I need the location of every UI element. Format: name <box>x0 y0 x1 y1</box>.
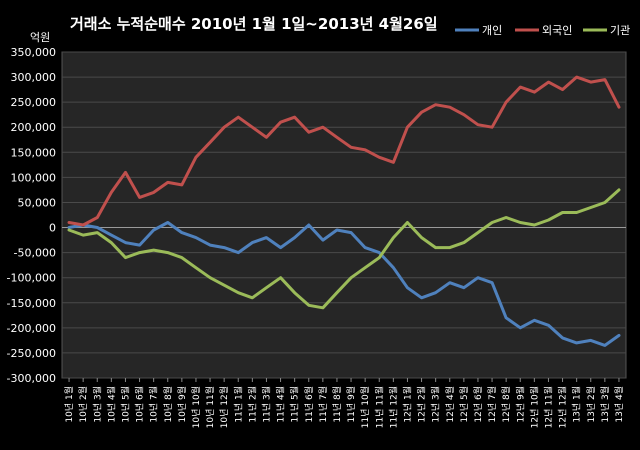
x-tick-label: 12년 11월 <box>542 386 554 428</box>
y-tick-label: 50,000 <box>18 196 57 209</box>
x-tick-label: 12년 3월 <box>430 386 442 423</box>
series-line-2 <box>67 188 621 310</box>
x-tick-label: 10년 2월 <box>77 386 89 423</box>
y-tick-label: 0 <box>49 222 56 235</box>
y-tick-label: -100,000 <box>7 272 56 285</box>
y-tick-label: 150,000 <box>11 146 57 159</box>
x-tick-label: 13년 1월 <box>571 386 583 423</box>
x-tick-label: 10년 11월 <box>204 386 216 428</box>
legend: 개인 외국인 기관 <box>455 24 630 37</box>
x-tick-label: 10년 1월 <box>63 386 75 423</box>
y-tick-label: 200,000 <box>11 121 57 134</box>
x-tick-label: 12년 5월 <box>458 386 470 423</box>
x-tick-label: 12년 8월 <box>500 386 512 423</box>
x-tick-label: 11년 12월 <box>387 386 399 428</box>
x-tick-label: 12년 6월 <box>472 386 484 423</box>
x-tick-label: 11년 3월 <box>260 386 272 423</box>
x-tick-label: 12년 9월 <box>514 386 526 423</box>
x-tick-label: 12년 4월 <box>444 386 456 423</box>
x-tick-label: 12년 2월 <box>416 386 428 423</box>
x-tick-label: 11년 11월 <box>373 386 385 428</box>
x-tick-label: 10년 7월 <box>148 386 160 423</box>
x-tick-label: 10년 10월 <box>190 386 202 428</box>
y-tick-label: 250,000 <box>11 96 57 109</box>
x-tick-label: 12년 1월 <box>401 386 413 423</box>
y-tick-label: 100,000 <box>11 171 57 184</box>
x-tick-label: 11년 7월 <box>317 386 329 423</box>
x-tick-label: 10년 12월 <box>218 386 230 428</box>
legend-label: 기관 <box>610 24 630 37</box>
x-tick-label: 11년 6월 <box>303 386 315 423</box>
x-tick-label: 13년 3월 <box>599 386 611 423</box>
y-tick-label: -300,000 <box>7 372 56 385</box>
legend-label: 외국인 <box>542 24 572 37</box>
y-tick-label: -200,000 <box>7 322 56 335</box>
x-tick-label: 12년 12월 <box>557 386 569 428</box>
x-tick-label: 12년 7월 <box>486 386 498 423</box>
x-tick-label: 10년 6월 <box>134 386 146 423</box>
y-tick-label: -250,000 <box>7 347 56 360</box>
grid-lines <box>62 51 626 379</box>
x-tick-label: 11년 4월 <box>275 386 287 423</box>
unit-label: 억원 <box>30 31 50 44</box>
plot-area <box>61 51 627 379</box>
x-tick-label: 13년 4월 <box>613 386 625 423</box>
x-tick-label: 10년 5월 <box>119 386 131 423</box>
x-tick-label: 10년 3월 <box>91 386 103 423</box>
x-tick-label: 11년 1월 <box>232 386 244 423</box>
x-tick-label: 10년 9월 <box>176 386 188 423</box>
x-tick-label: 11년 2월 <box>246 386 258 423</box>
x-tick-label: 10년 4월 <box>105 386 117 423</box>
y-tick-label: -50,000 <box>14 247 56 260</box>
x-tick-label: 10년 8월 <box>162 386 174 423</box>
y-axis: 350,000 300,000 250,000 200,000 150,000 100,0… <box>7 46 56 385</box>
chart-title: 거래소 누적순매수 2010년 1월 1일~2013년 4월26일 <box>70 15 438 33</box>
x-tick-label: 13년 2월 <box>585 386 597 423</box>
y-tick-label: -150,000 <box>7 297 56 310</box>
series-line-1 <box>67 75 621 227</box>
x-axis: 10년 1월 10년 2월 10년 3월 10년 4월 10년 5월 10년 6월 10년 … <box>63 378 625 428</box>
x-tick-label: 11년 5월 <box>289 386 301 423</box>
x-tick-label: 12년 10월 <box>528 386 540 428</box>
x-tick-label: 11년 8월 <box>331 386 343 423</box>
y-tick-label: 350,000 <box>11 46 57 59</box>
series-line-0 <box>67 221 621 347</box>
x-tick-label: 11년 10월 <box>359 386 371 428</box>
legend-label: 개인 <box>482 24 502 37</box>
series-lines <box>67 75 621 347</box>
x-tick-label: 11년 9월 <box>345 386 357 423</box>
y-tick-label: 300,000 <box>11 71 57 84</box>
